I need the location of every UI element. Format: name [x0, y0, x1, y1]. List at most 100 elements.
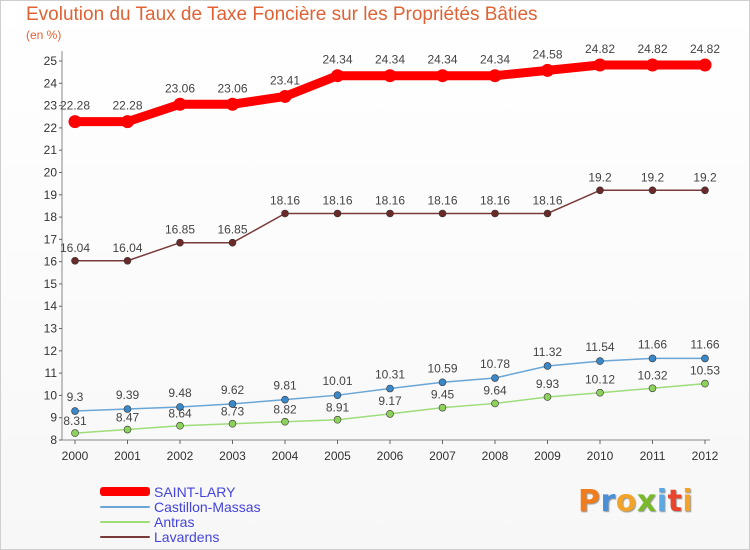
data-label: 10.59	[427, 361, 457, 375]
chart-axes: 8 9 10 11 12 13 14 15 16 17 18 19 20 21 22 23 24 25 2000 20…	[44, 51, 719, 463]
data-label: 11.32	[533, 345, 562, 359]
data-point	[121, 115, 134, 129]
y-tick-label: 10	[44, 388, 58, 402]
data-label: 19.2	[641, 170, 665, 184]
data-point	[333, 391, 342, 399]
data-point	[226, 97, 239, 111]
x-tick-label: 2008	[482, 449, 509, 463]
data-label: 24.58	[532, 47, 562, 61]
data-labels-layer: 22.28 22.28 23.06 23.06 23.41 24.34 24.34 24.34…	[60, 42, 720, 428]
data-point	[333, 209, 342, 218]
logo-letter: x	[636, 484, 657, 519]
logo-letter: i	[656, 484, 668, 519]
data-point	[646, 58, 659, 72]
data-label: 18.16	[532, 193, 562, 207]
data-point	[488, 69, 502, 83]
data-point	[123, 425, 132, 434]
data-point	[228, 400, 237, 408]
data-point	[281, 209, 289, 218]
data-point	[596, 388, 604, 397]
y-tick-label: 14	[44, 299, 58, 313]
y-tick-label: 19	[44, 188, 58, 202]
legend-item: Castillon-Massas	[100, 499, 261, 515]
data-label: 8.91	[326, 401, 350, 415]
legend-label: SAINT-LARY	[154, 483, 236, 500]
data-label: 10.78	[480, 357, 510, 371]
x-tick-label: 2011	[640, 449, 666, 463]
data-label: 24.34	[375, 53, 405, 67]
y-tick-label: 21	[44, 143, 58, 157]
data-point	[436, 69, 449, 83]
data-label: 9.3	[67, 390, 84, 404]
data-label: 23.06	[217, 81, 247, 95]
legend: SAINT-LARY Castillon-Massas Antras Lavarden…	[100, 483, 261, 545]
legend-item: SAINT-LARY	[100, 483, 261, 500]
data-label: 18.16	[427, 193, 457, 207]
data-label: 24.82	[690, 42, 720, 56]
data-point	[176, 403, 184, 411]
logo-letter: t	[667, 484, 683, 519]
legend-swatch	[100, 505, 150, 508]
data-label: 8.82	[273, 403, 297, 417]
x-tick-label: 2000	[62, 449, 89, 463]
data-label: 16.85	[217, 223, 247, 237]
data-point	[491, 399, 499, 408]
data-label: 9.81	[273, 379, 297, 393]
data-label: 24.34	[427, 53, 457, 67]
data-point	[278, 89, 292, 103]
data-point	[176, 421, 184, 430]
x-tick-label: 2006	[377, 449, 404, 463]
logo-letter: i	[682, 484, 694, 519]
x-tick-label: 2010	[587, 449, 614, 463]
data-label: 9.64	[483, 383, 507, 397]
data-label: 22.28	[112, 99, 142, 113]
data-label: 9.39	[116, 388, 140, 402]
legend-item: Antras	[100, 514, 261, 530]
data-point	[386, 384, 394, 393]
data-point	[228, 419, 237, 428]
data-point	[541, 63, 554, 77]
data-label: 18.16	[375, 193, 405, 207]
data-point	[596, 357, 604, 365]
data-label: 16.85	[165, 223, 195, 237]
data-label: 18.16	[270, 193, 300, 207]
y-tick-label: 16	[44, 255, 58, 269]
legend-swatch	[100, 535, 150, 538]
data-point	[701, 379, 709, 388]
data-label: 19.2	[693, 170, 717, 184]
data-point	[596, 186, 604, 195]
data-point	[438, 403, 447, 412]
data-point	[543, 393, 552, 401]
y-tick-label: 15	[44, 277, 58, 291]
data-label: 10.31	[375, 368, 405, 382]
data-point	[386, 410, 394, 418]
chart-subtitle: (en %)	[26, 28, 62, 42]
data-point	[281, 417, 289, 426]
data-point	[383, 69, 397, 83]
data-point	[698, 58, 712, 72]
data-label: 24.34	[322, 53, 352, 67]
data-point	[701, 354, 709, 363]
data-point	[491, 374, 499, 382]
data-point	[438, 378, 447, 387]
y-tick-label: 13	[44, 322, 58, 336]
data-label: 11.66	[690, 337, 719, 351]
x-tick-label: 2003	[219, 449, 246, 463]
data-point	[543, 209, 552, 218]
data-point	[123, 405, 132, 413]
data-label: 22.28	[60, 99, 90, 113]
data-label: 10.32	[637, 368, 667, 382]
legend-label: Lavardens	[154, 528, 220, 545]
data-point	[386, 209, 394, 218]
data-point	[68, 115, 82, 129]
data-point	[71, 407, 79, 415]
data-label: 24.34	[480, 53, 510, 67]
y-tick-label: 24	[44, 76, 58, 90]
y-tick-label: 9	[50, 411, 57, 425]
data-label: 9.62	[221, 383, 245, 397]
data-label: 24.82	[637, 42, 667, 56]
data-point	[648, 384, 657, 393]
y-tick-label: 18	[44, 210, 58, 224]
chart-title: Evolution du Taux de Taxe Foncière sur l…	[26, 4, 538, 25]
logo-letter: P	[578, 484, 601, 519]
